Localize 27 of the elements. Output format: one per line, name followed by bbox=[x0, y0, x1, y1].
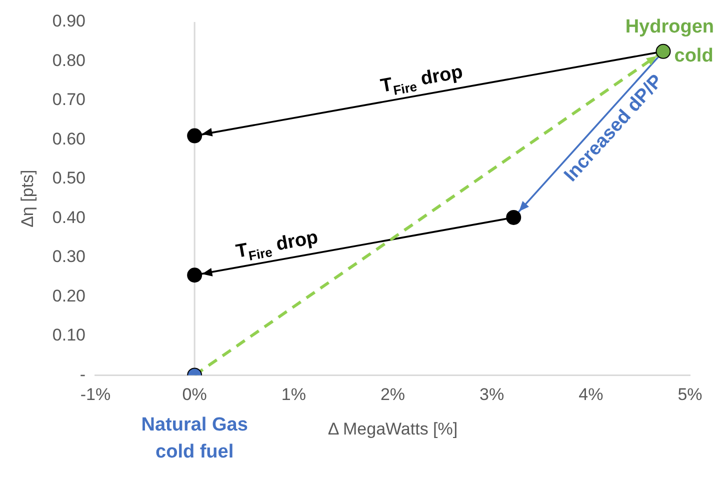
point bbox=[656, 44, 671, 59]
x-tick-label: 5% bbox=[678, 385, 702, 404]
point bbox=[187, 128, 202, 144]
x-tick-label: 1% bbox=[281, 385, 306, 404]
y-tick-label: 0.60 bbox=[52, 129, 86, 148]
x-tick-label: 3% bbox=[480, 385, 504, 404]
y-axis-title: Δη [pts] bbox=[18, 170, 37, 228]
annotation: TFire drop bbox=[234, 227, 320, 264]
y-tick-label: 0.10 bbox=[52, 326, 86, 345]
y-tick-label: 0.30 bbox=[52, 247, 86, 266]
annotation: Hydrogen cold bbox=[625, 16, 714, 67]
y-tick-label: 0.90 bbox=[52, 12, 86, 31]
x-tick-label: 2% bbox=[380, 385, 406, 404]
x-tick-label: 4% bbox=[578, 385, 604, 404]
x-tick-label: 0% bbox=[182, 385, 207, 404]
x-axis-title: Δ MegaWatts [%] bbox=[328, 419, 458, 438]
y-tick-label: 0.50 bbox=[52, 168, 86, 188]
annotation: TFire drop bbox=[379, 62, 464, 98]
y-tick-label: - bbox=[80, 364, 86, 384]
point bbox=[506, 210, 522, 225]
point bbox=[187, 268, 202, 283]
y-tick-label: 0.40 bbox=[52, 208, 86, 227]
y-tick-label: 0.80 bbox=[52, 50, 86, 70]
y-tick-label: 0.20 bbox=[52, 286, 86, 306]
x-tick-label: -1% bbox=[80, 385, 111, 404]
annotation: Natural Gas cold fuel bbox=[141, 414, 248, 462]
y-tick-label: 0.70 bbox=[52, 90, 86, 110]
